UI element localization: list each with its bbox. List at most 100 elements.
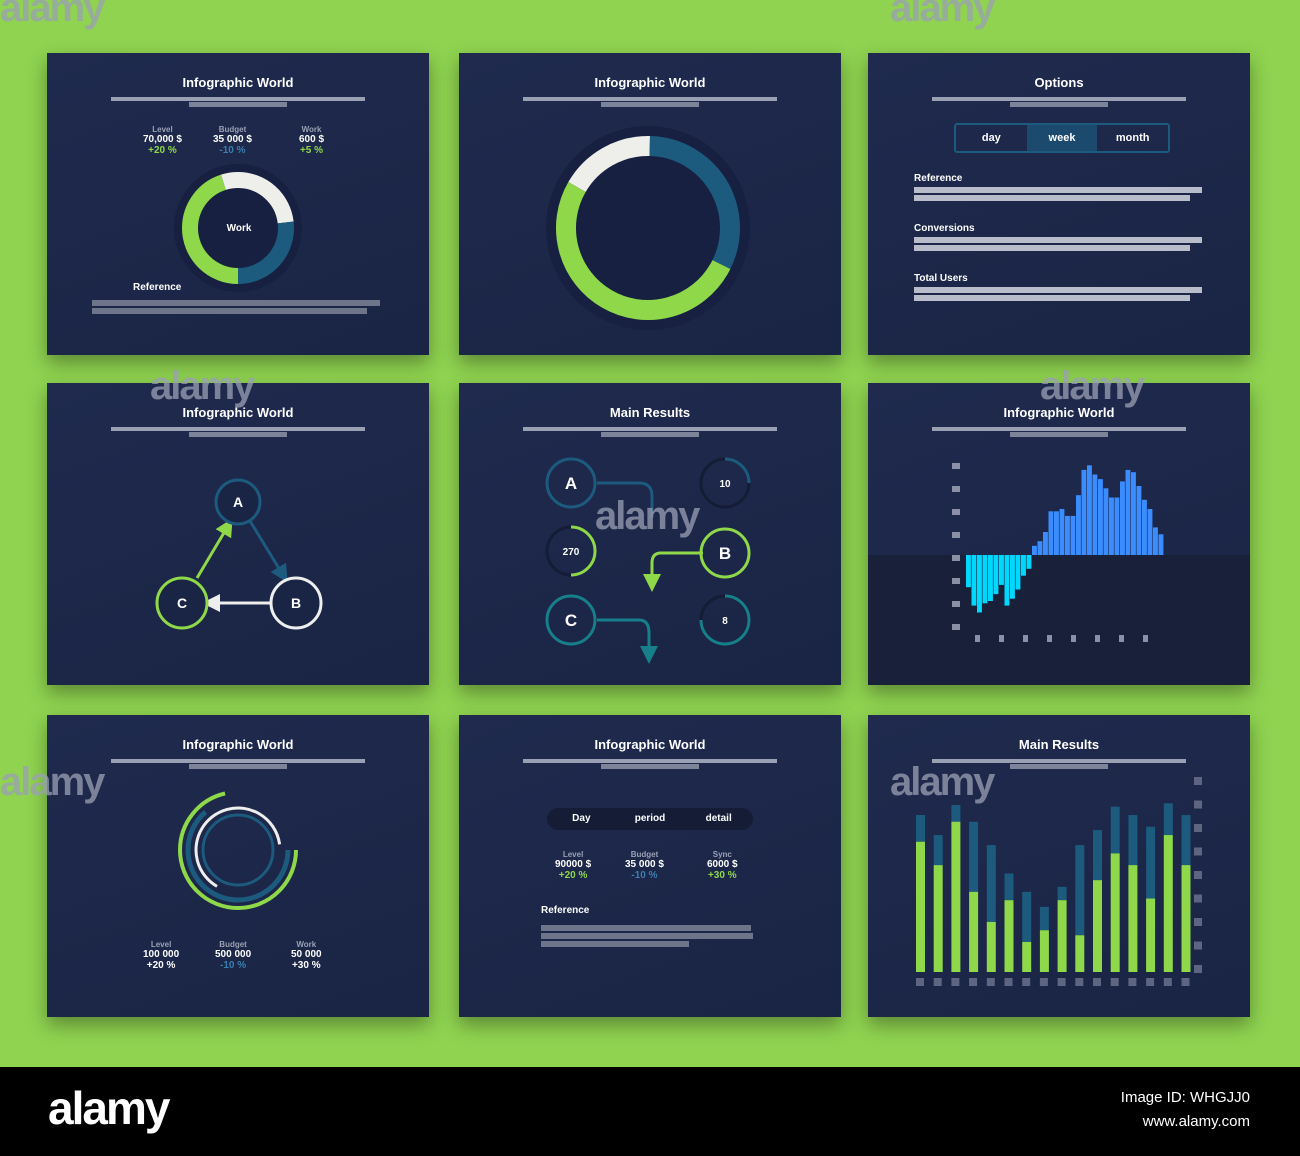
donut-segment-blue: [555, 136, 740, 320]
tab-day[interactable]: day: [981, 132, 1001, 144]
tab-month[interactable]: month: [1115, 132, 1150, 144]
x-tick: [1143, 635, 1148, 642]
svg-text:C: C: [565, 611, 577, 630]
y-tick: [1194, 965, 1202, 973]
y-tick: [952, 555, 960, 561]
histogram-bar: [988, 555, 993, 601]
bar-segment-blue: [1004, 873, 1014, 901]
node-a: [545, 457, 597, 509]
x-tick: [1128, 978, 1137, 986]
panel-stacked-bars: Main Results: [868, 715, 1250, 1017]
tab-day[interactable]: Day: [572, 813, 591, 824]
stat: Budget 35 000 $ -10 %: [625, 850, 664, 881]
y-tick: [1194, 871, 1202, 879]
histogram-bar: [966, 555, 971, 588]
stat: Level 70,000 $ +20 %: [143, 125, 182, 156]
bar-segment-green: [1075, 935, 1085, 972]
section-heading: Reference: [914, 173, 963, 184]
section-heading: Total Users: [914, 273, 968, 284]
stat: Budget 500 000 -10 %: [215, 940, 252, 971]
x-tick: [1110, 978, 1119, 986]
bar-segment-green: [916, 841, 925, 972]
y-tick: [952, 532, 960, 538]
panel-title: Infographic World: [182, 405, 294, 420]
cycle-diagram: A B C: [155, 478, 323, 630]
bar-segment-green: [1093, 880, 1102, 972]
panel-rings: Infographic World Level 100 000 +20 % Budg…: [47, 715, 429, 1017]
watermark: alamy: [150, 364, 255, 408]
flow-diagram: A B C 10 270 8: [545, 457, 751, 664]
panel-title: Infographic World: [182, 75, 294, 90]
tab-detail[interactable]: detail: [705, 813, 732, 824]
svg-text:A: A: [565, 474, 577, 493]
bar-segment-green: [1128, 865, 1138, 972]
histogram-bar: [1103, 488, 1109, 555]
histogram-bar: [1059, 509, 1065, 555]
histogram-bar: [1120, 481, 1125, 555]
x-tick: [951, 978, 960, 986]
bar-segment-green: [1057, 900, 1067, 972]
reference-heading: Reference: [133, 282, 182, 293]
x-tick: [999, 635, 1004, 642]
histogram-bar: [1147, 509, 1153, 555]
panel-flow: Main Results A B C 10 270 8: [459, 383, 841, 685]
y-tick: [952, 624, 960, 630]
tab-week[interactable]: week: [1026, 125, 1098, 151]
watermark: alamy: [890, 0, 995, 30]
x-tick: [1163, 978, 1172, 986]
x-tick: [986, 978, 995, 986]
histogram-bar: [993, 555, 999, 595]
bar-segment-green: [1181, 865, 1191, 972]
x-tick: [975, 635, 980, 642]
panel-big-donut: Infographic World: [459, 53, 841, 355]
panel-title: Infographic World: [594, 75, 706, 90]
node-b: [699, 527, 751, 579]
panel-title: Infographic World: [1003, 405, 1115, 420]
watermark: alamy: [0, 760, 105, 804]
stat: Level 100 000 +20 %: [143, 940, 180, 971]
panel-histogram: Infographic World: [868, 383, 1250, 685]
reference-heading: Reference: [541, 905, 590, 916]
y-tick: [1194, 894, 1202, 903]
x-tick: [1057, 978, 1066, 986]
bar-segment-blue: [1128, 815, 1138, 866]
histogram-bar: [1032, 545, 1037, 555]
tab-period[interactable]: period: [634, 813, 666, 824]
alamy-logo: alamy: [48, 1082, 170, 1134]
stat: Work 600 $ +5 %: [299, 125, 325, 156]
svg-text:B: B: [719, 544, 731, 563]
svg-text:A: A: [233, 494, 243, 510]
donut-segment-blue: [182, 172, 294, 284]
histogram-chart: [952, 463, 1164, 642]
stat: Work 50 000 +30 %: [291, 940, 322, 971]
bar-segment-blue: [951, 805, 961, 822]
histogram-bar: [982, 555, 988, 604]
histogram-bar: [1015, 555, 1021, 590]
histogram-bar: [999, 555, 1004, 585]
bar-segment-blue: [1093, 830, 1102, 881]
bar-segment-green: [1146, 898, 1156, 972]
histogram-bar: [1158, 534, 1164, 555]
y-tick: [1194, 824, 1202, 832]
svg-text:B: B: [291, 595, 301, 611]
node-c: [545, 594, 597, 646]
histogram-bar: [1037, 541, 1043, 555]
bar-segment-blue: [1075, 845, 1085, 936]
x-tick: [933, 978, 942, 986]
bar-segment-blue: [1057, 886, 1067, 901]
panel-options: Options day week month Reference Convers…: [868, 53, 1250, 355]
node-c: [155, 576, 209, 630]
histogram-bar: [1054, 511, 1059, 555]
histogram-bar: [1065, 515, 1070, 555]
x-tick: [1093, 978, 1101, 986]
x-tick: [1095, 635, 1100, 642]
x-tick: [1119, 635, 1124, 642]
x-tick: [1039, 978, 1048, 986]
histogram-bar: [1026, 555, 1032, 569]
bar-segment-blue: [916, 815, 925, 842]
footer-bar: alamy Image ID: WHGJJ0 www.alamy.com: [0, 1067, 1300, 1156]
x-tick: [1071, 635, 1076, 642]
svg-text:C: C: [177, 595, 187, 611]
histogram-bar: [1142, 499, 1147, 555]
x-tick: [1023, 635, 1028, 642]
